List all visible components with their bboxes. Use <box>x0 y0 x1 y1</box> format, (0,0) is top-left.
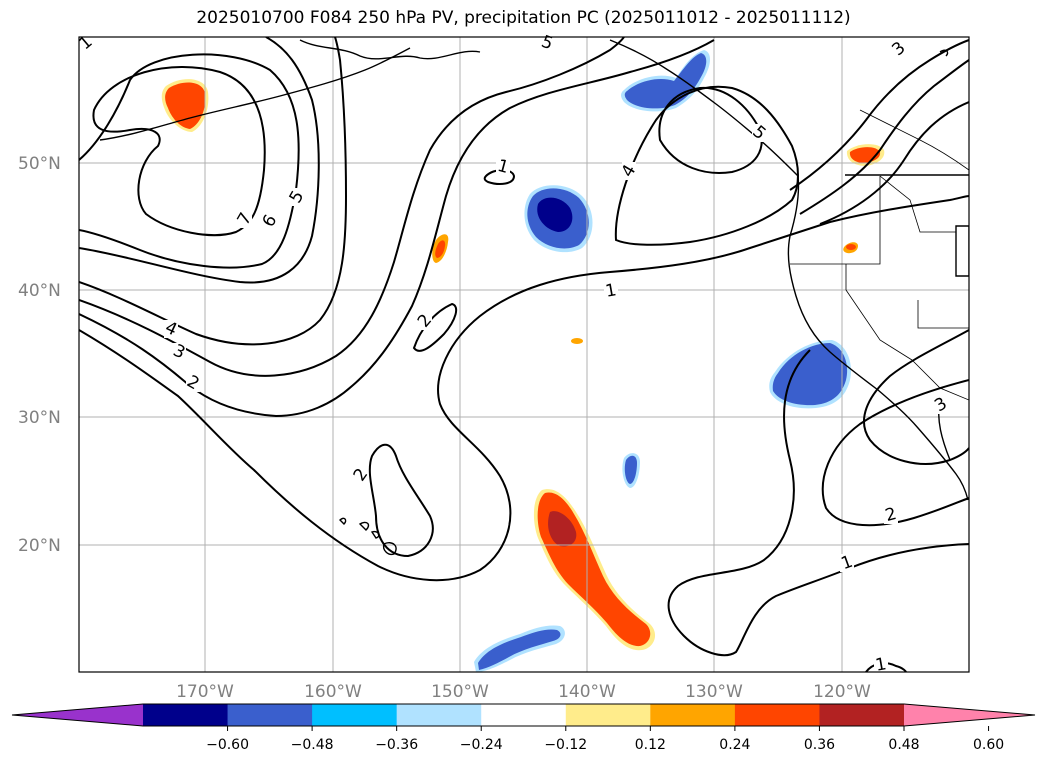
colorbar-extend-low <box>12 704 143 726</box>
lat-label-30n: 30°N <box>18 408 61 428</box>
contour-3-se <box>863 329 969 465</box>
colorbar-segment <box>396 704 482 726</box>
colorbar-segment <box>734 704 820 726</box>
coastlines <box>99 39 969 556</box>
colorbar-tick-label: 0.36 <box>804 737 835 753</box>
lat-label-20n: 20°N <box>18 536 61 556</box>
colorbar-segment <box>819 704 905 726</box>
contour-6 <box>79 53 300 269</box>
colorbar-segment <box>650 704 736 726</box>
precip-neg-north-pacific-core <box>537 197 573 232</box>
precip-positive <box>161 79 885 651</box>
colorbar-tick-label: −0.48 <box>291 737 334 753</box>
lat-label-40n: 40°N <box>18 281 61 301</box>
colorbar-segment <box>565 704 651 726</box>
colorbar-tick-label: 0.12 <box>635 737 666 753</box>
contour-5-ne <box>789 39 969 191</box>
lon-label-120w: 120°W <box>813 682 871 702</box>
lon-label-160w: 160°W <box>304 682 362 702</box>
contour-label: 1 <box>495 156 511 178</box>
contour-1 <box>79 195 969 582</box>
lon-label-170w: 170°W <box>176 682 234 702</box>
contour-label: 1 <box>874 654 888 676</box>
colorbar-segment <box>143 704 229 726</box>
latitude-labels: 50°N 40°N 30°N 20°N <box>18 154 61 556</box>
precip-blob-small-2-core <box>846 244 856 250</box>
precip-blob-small-1-core <box>435 240 446 258</box>
precip-blob-aleutian-core <box>165 82 206 129</box>
colorbar: −0.60 −0.48 −0.36 −0.24 −0.12 0.12 0.24 0.36 0.4… <box>11 703 1036 753</box>
colorbar-tick-label: 0.48 <box>888 737 919 753</box>
contour-label: 1 <box>604 280 618 302</box>
contour-label-backing <box>164 37 948 672</box>
colorbar-tick-label: −0.24 <box>460 737 503 753</box>
contour-label: 2 <box>883 504 899 526</box>
contour-2-south <box>368 443 434 558</box>
colorbar-segment <box>481 704 567 726</box>
colorbar-extend-high <box>904 704 1035 726</box>
map-title: 2025010700 F084 250 hPa PV, precipitatio… <box>196 8 851 28</box>
precip-neg-south-mid <box>478 629 561 670</box>
contour-7 <box>92 65 266 237</box>
precip-blob-small-3 <box>571 338 583 344</box>
contour-1-bottom <box>865 662 907 672</box>
colorbar-tick-label: 0.60 <box>973 737 1004 753</box>
precip-neg-california-mid <box>772 343 848 406</box>
colorbar-tick-label: 0.24 <box>719 737 750 753</box>
colorbar-tick-label: −0.36 <box>375 737 418 753</box>
map-content <box>79 37 969 672</box>
contour-2-ne <box>819 101 969 225</box>
longitude-labels: 170°W 160°W 150°W 140°W 130°W 120°W <box>176 682 871 702</box>
map-border <box>78 36 970 673</box>
precip-neg-small-1-mid <box>624 455 637 484</box>
contour-3 <box>79 37 625 377</box>
colorbar-ticks: −0.60 −0.48 −0.36 −0.24 −0.12 0.12 0.24 0.36 0.4… <box>206 726 1004 753</box>
lon-label-140w: 140°W <box>558 682 616 702</box>
lon-label-130w: 130°W <box>685 682 743 702</box>
contour-2 <box>79 39 715 418</box>
contour-3-ne <box>799 59 969 215</box>
colorbar-tick-label: −0.60 <box>206 737 249 753</box>
contour-5 <box>79 37 320 284</box>
lon-label-150w: 150°W <box>431 682 489 702</box>
precip-blob-central-core <box>548 511 577 547</box>
colorbar-segment <box>227 704 313 726</box>
colorbar-outline <box>11 703 1036 727</box>
colorbar-segments <box>11 703 1036 727</box>
lat-label-50n: 50°N <box>18 154 61 174</box>
contour-2-se <box>821 379 969 527</box>
colorbar-tick-label: −0.12 <box>544 737 587 753</box>
colorbar-segment <box>312 704 398 726</box>
contour-4-gulf <box>614 85 799 246</box>
